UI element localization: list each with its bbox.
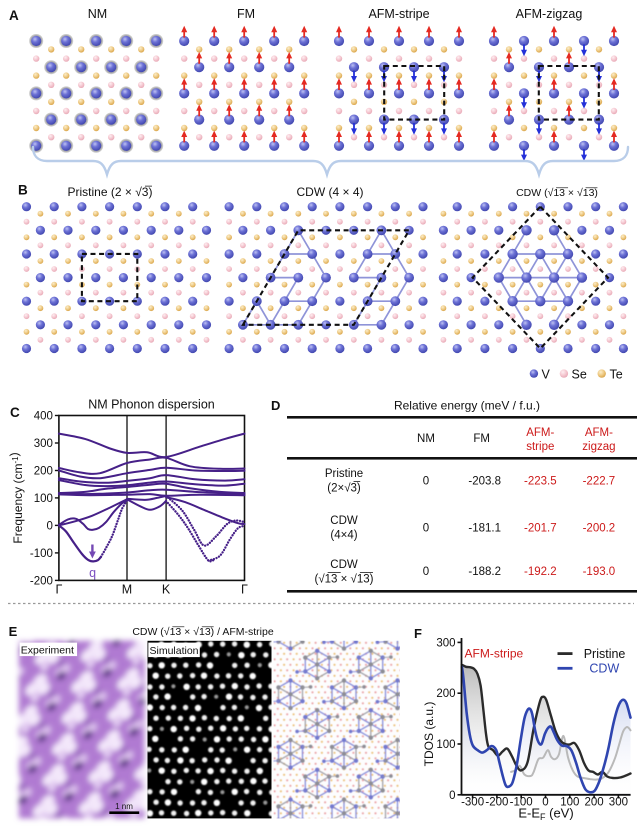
svg-text:AFM-stripe: AFM-stripe bbox=[368, 7, 429, 21]
svg-text:FM: FM bbox=[237, 7, 255, 21]
svg-text:0: 0 bbox=[423, 566, 429, 578]
svg-text:CDW: CDW bbox=[330, 559, 358, 571]
svg-text:CDW (√1̅3̅ × √1̅3̅) / AFM-stri: CDW (√1̅3̅ × √1̅3̅) / AFM-stripe bbox=[132, 626, 274, 638]
svg-text:Γ: Γ bbox=[55, 583, 62, 597]
svg-text:0: 0 bbox=[46, 520, 52, 532]
svg-text:Experiment: Experiment bbox=[21, 644, 74, 656]
svg-text:0: 0 bbox=[449, 790, 455, 802]
svg-text:NM: NM bbox=[417, 433, 435, 445]
svg-text:TDOS (a.u.): TDOS (a.u.) bbox=[422, 702, 436, 767]
svg-text:K: K bbox=[162, 583, 171, 597]
svg-text:NM: NM bbox=[88, 7, 107, 21]
svg-text:Frequency (cm-1): Frequency (cm-1) bbox=[7, 452, 25, 543]
svg-text:stripe: stripe bbox=[526, 441, 554, 453]
svg-text:300: 300 bbox=[436, 637, 455, 649]
svg-text:CDW (4 × 4): CDW (4 × 4) bbox=[296, 185, 363, 199]
svg-text:Γ: Γ bbox=[241, 583, 248, 597]
svg-text:100: 100 bbox=[560, 797, 579, 809]
svg-text:-100: -100 bbox=[510, 797, 533, 809]
svg-text:1 nm: 1 nm bbox=[115, 802, 133, 811]
svg-text:Se: Se bbox=[572, 368, 587, 382]
svg-text:AFM-: AFM- bbox=[585, 427, 613, 439]
svg-text:q: q bbox=[89, 566, 96, 580]
svg-text:AFM-: AFM- bbox=[526, 427, 554, 439]
svg-text:D: D bbox=[271, 398, 280, 413]
svg-text:-300: -300 bbox=[461, 797, 484, 809]
svg-text:(4×4): (4×4) bbox=[330, 530, 357, 542]
svg-text:-181.1: -181.1 bbox=[468, 523, 501, 535]
svg-text:-200: -200 bbox=[485, 797, 508, 809]
svg-text:Pristine (2 × √3̅): Pristine (2 × √3̅) bbox=[68, 185, 153, 199]
svg-text:-193.0: -193.0 bbox=[583, 566, 616, 578]
svg-text:CDW: CDW bbox=[330, 515, 358, 527]
svg-text:E-EF (eV): E-EF (eV) bbox=[518, 806, 573, 823]
svg-text:M: M bbox=[122, 583, 132, 597]
svg-text:Simulation: Simulation bbox=[150, 645, 199, 657]
svg-text:200: 200 bbox=[436, 688, 455, 700]
svg-text:Pristine: Pristine bbox=[325, 468, 363, 480]
svg-text:200: 200 bbox=[34, 466, 53, 478]
svg-text:Relative energy (meV / f.u.): Relative energy (meV / f.u.) bbox=[394, 399, 540, 413]
svg-text:-200: -200 bbox=[30, 575, 53, 587]
svg-text:FM: FM bbox=[473, 433, 490, 445]
svg-text:-222.7: -222.7 bbox=[583, 476, 616, 488]
svg-text:0: 0 bbox=[542, 797, 548, 809]
svg-text:-223.5: -223.5 bbox=[524, 476, 557, 488]
svg-text:100: 100 bbox=[436, 739, 455, 751]
svg-text:-203.8: -203.8 bbox=[468, 476, 501, 488]
svg-text:V: V bbox=[542, 368, 551, 382]
svg-text:Pristine: Pristine bbox=[584, 647, 626, 661]
svg-text:(√1̅3̅ × √1̅3̅): (√1̅3̅ × √1̅3̅) bbox=[315, 573, 374, 586]
svg-text:A: A bbox=[9, 8, 19, 23]
svg-text:B: B bbox=[18, 183, 28, 198]
svg-text:100: 100 bbox=[34, 493, 53, 505]
svg-text:(2×√3̅): (2×√3̅) bbox=[327, 482, 361, 495]
svg-text:CDW (√1̅3̅ × √1̅3̅): CDW (√1̅3̅ × √1̅3̅) bbox=[516, 187, 598, 199]
svg-text:200: 200 bbox=[585, 797, 604, 809]
svg-text:-192.2: -192.2 bbox=[524, 566, 557, 578]
svg-text:-200.2: -200.2 bbox=[583, 523, 616, 535]
svg-text:E: E bbox=[9, 624, 18, 639]
svg-text:-100: -100 bbox=[30, 548, 53, 560]
svg-text:0: 0 bbox=[423, 523, 429, 535]
svg-text:300: 300 bbox=[34, 438, 53, 450]
svg-text:-188.2: -188.2 bbox=[468, 566, 501, 578]
svg-text:zigzag: zigzag bbox=[582, 441, 615, 453]
svg-text:NM Phonon dispersion: NM Phonon dispersion bbox=[88, 398, 215, 412]
svg-text:C: C bbox=[10, 405, 20, 420]
svg-text:-201.7: -201.7 bbox=[524, 523, 557, 535]
svg-text:400: 400 bbox=[34, 411, 53, 423]
svg-text:AFM-stripe: AFM-stripe bbox=[465, 647, 524, 661]
svg-text:AFM-zigzag: AFM-zigzag bbox=[516, 7, 583, 21]
svg-text:F: F bbox=[414, 626, 422, 641]
svg-text:0: 0 bbox=[423, 476, 429, 488]
svg-text:Te: Te bbox=[610, 368, 623, 382]
svg-text:300: 300 bbox=[609, 797, 628, 809]
svg-text:CDW: CDW bbox=[589, 662, 619, 676]
